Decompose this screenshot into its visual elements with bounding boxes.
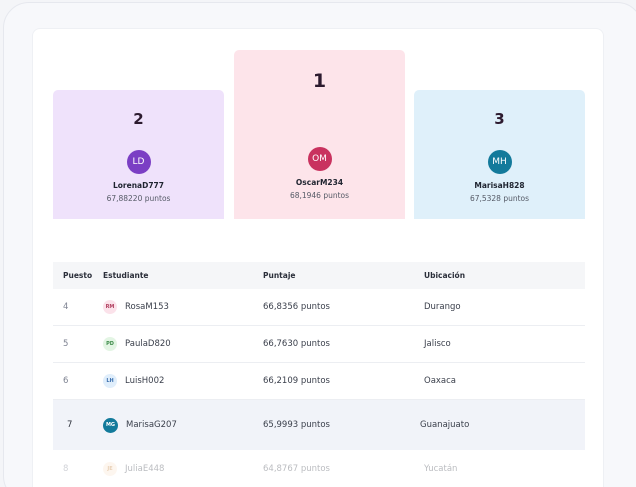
column-header-rank[interactable]: Puesto (63, 271, 93, 280)
column-header-student[interactable]: Estudiante (103, 271, 149, 280)
row-rank: 7 (67, 420, 73, 430)
table-header: Puesto Estudiante Puntaje Ubicación (53, 262, 585, 289)
row-location: Yucatán (424, 463, 458, 474)
avatar: OM (307, 147, 332, 171)
podium-second-place[interactable]: 2 LD LorenaD777 67,88220 puntos (53, 90, 224, 219)
table-row[interactable]: 8 JE JuliaE448 64,8767 puntos Yucatán (53, 450, 585, 487)
row-student-name: JuliaE448 (125, 463, 165, 474)
podium-place-number: 1 (312, 70, 327, 92)
avatar: RM (103, 300, 117, 314)
row-student-name: RosaM153 (125, 302, 169, 312)
avatar: PD (103, 337, 117, 351)
row-score: 64,8767 puntos (263, 463, 330, 474)
row-location: Guanajuato (420, 420, 470, 430)
ranking-table: Puesto Estudiante Puntaje Ubicación 4 RM… (53, 262, 585, 487)
row-location: Jalisco (424, 339, 451, 349)
row-rank: 8 (63, 463, 69, 474)
podium-place-number: 3 (494, 110, 505, 128)
table-row[interactable]: 4 RM RosaM153 66,8356 puntos Durango (53, 289, 585, 326)
podium-points: 67,88220 puntos (106, 194, 171, 203)
podium-student-name: LorenaD777 (113, 181, 164, 190)
avatar: JE (103, 461, 117, 476)
table-row[interactable]: 6 LH LuisH002 66,2109 puntos Oaxaca (53, 363, 585, 400)
row-student-name: LuisH002 (125, 376, 165, 386)
avatar: LH (103, 374, 117, 388)
avatar: MH (487, 150, 512, 174)
column-header-score[interactable]: Puntaje (263, 271, 296, 280)
row-rank: 6 (63, 376, 69, 386)
row-location: Oaxaca (424, 376, 457, 386)
row-student: RM RosaM153 (103, 300, 263, 314)
podium-place-number: 2 (133, 110, 144, 128)
row-student-name: PaulaD820 (125, 339, 171, 349)
column-header-location[interactable]: Ubicación (424, 271, 466, 280)
row-student: MG MarisaG207 (103, 417, 263, 433)
table-row-highlighted[interactable]: 7 MG MarisaG207 65,9993 puntos Guanajuat… (53, 400, 585, 450)
table-row[interactable]: 5 PD PaulaD820 66,7630 puntos Jalisco (53, 326, 585, 363)
avatar: LD (126, 150, 151, 174)
row-student-name: MarisaG207 (126, 420, 177, 430)
row-score: 65,9993 puntos (263, 420, 330, 430)
podium-student-name: MarisaH828 (474, 181, 525, 190)
row-student: LH LuisH002 (103, 374, 263, 388)
row-student: PD PaulaD820 (103, 337, 263, 351)
podium-student-name: OscarM234 (295, 178, 344, 187)
podium-first-place[interactable]: 1 OM OscarM234 68,1946 puntos (234, 50, 405, 219)
row-student: JE JuliaE448 (103, 461, 263, 476)
podium-points: 68,1946 puntos (289, 191, 350, 200)
avatar: MG (103, 417, 118, 433)
row-location: Durango (424, 302, 461, 312)
row-rank: 5 (63, 339, 69, 349)
row-score: 66,7630 puntos (263, 339, 330, 349)
row-score: 66,2109 puntos (263, 376, 330, 386)
row-score: 66,8356 puntos (263, 302, 330, 312)
podium-third-place[interactable]: 3 MH MarisaH828 67,5328 puntos (414, 90, 585, 219)
row-rank: 4 (63, 302, 69, 312)
leaderboard-card: 2 LD LorenaD777 67,88220 puntos 1 OM Osc… (32, 28, 604, 487)
podium-points: 67,5328 puntos (469, 194, 530, 203)
